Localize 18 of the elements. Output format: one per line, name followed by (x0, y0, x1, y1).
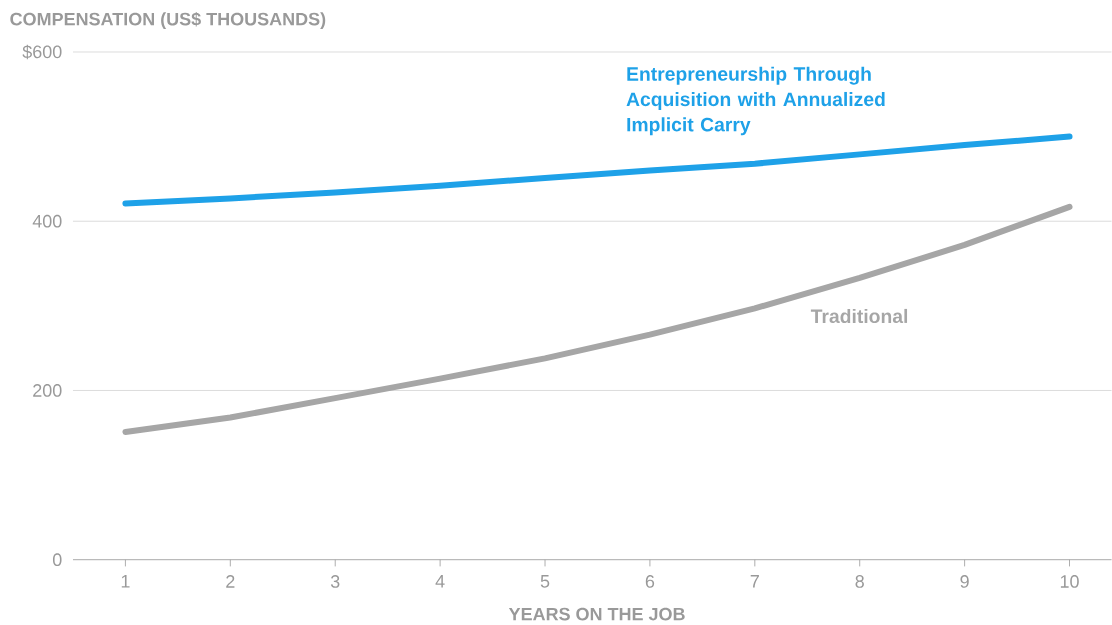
y-tick-label: 0 (52, 553, 62, 567)
x-tick-label: 6 (645, 575, 655, 588)
y-tick-label: 200 (33, 384, 62, 397)
x-tick-label: 8 (855, 575, 864, 588)
x-tick-label: 4 (435, 575, 445, 588)
x-tick-label: 5 (540, 575, 550, 588)
series-label: Traditional (810, 309, 908, 324)
y-tick-label: 400 (32, 215, 62, 228)
x-tick-label: 9 (960, 575, 969, 588)
y-tick-label: $600 (22, 44, 62, 60)
x-tick-label: 7 (750, 575, 759, 588)
x-axis-title: YEARS ON THE JOB (508, 607, 685, 621)
series-label: Entrepreneurship Through Acquisition with Annualized Implicit Carry (626, 66, 885, 136)
y-axis-title: COMPENSATION (US$ THOUSANDS) (10, 12, 326, 30)
x-tick-label: 3 (330, 575, 340, 588)
x-tick-label: 10 (1060, 575, 1079, 588)
x-tick-label: 1 (121, 575, 130, 588)
x-tick-label: 2 (226, 575, 235, 588)
